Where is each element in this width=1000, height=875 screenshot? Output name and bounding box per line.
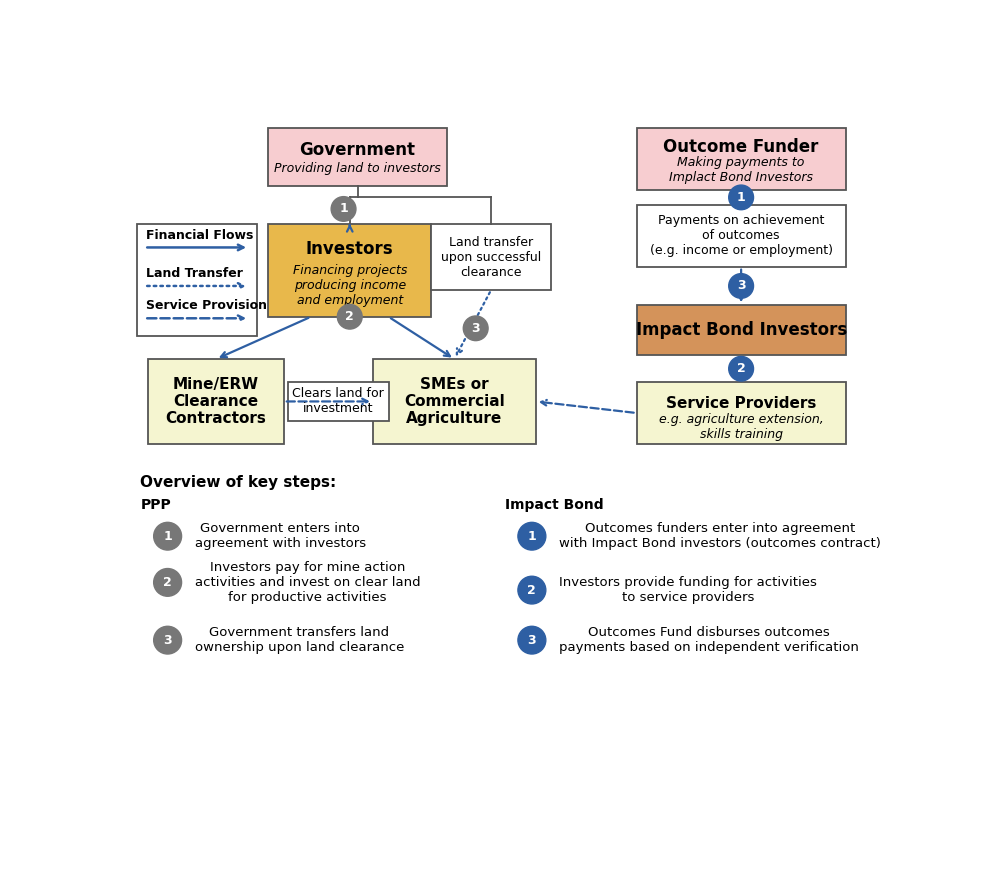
Text: Outcome Funder: Outcome Funder [663, 138, 819, 157]
Text: 3: 3 [528, 634, 536, 647]
Text: Financing projects
producing income
and employment: Financing projects producing income and … [293, 264, 407, 307]
Text: 3: 3 [471, 322, 480, 335]
Bar [637, 205, 846, 267]
Text: e.g. agriculture extension,
skills training: e.g. agriculture extension, skills train… [659, 413, 824, 441]
Text: 2: 2 [345, 311, 354, 323]
Text: Investors provide funding for activities
to service providers: Investors provide funding for activities… [559, 576, 817, 604]
Text: 3: 3 [163, 634, 172, 647]
Bar [288, 382, 388, 421]
Text: Land Transfer: Land Transfer [146, 267, 243, 280]
Text: 1: 1 [737, 191, 746, 204]
Text: Overview of key steps:: Overview of key steps: [140, 475, 337, 490]
Text: Making payments to
Implact Bond Investors: Making payments to Implact Bond Investor… [669, 157, 813, 185]
Bar [637, 305, 846, 355]
Bar [137, 224, 257, 336]
Text: Government transfers land
ownership upon land clearance: Government transfers land ownership upon… [195, 626, 404, 654]
Circle shape [729, 186, 754, 210]
Bar [268, 128, 447, 186]
Bar [148, 359, 284, 444]
Text: 1: 1 [163, 529, 172, 542]
Circle shape [154, 569, 182, 596]
Text: Government enters into
agreement with investors: Government enters into agreement with in… [195, 522, 366, 550]
Text: 3: 3 [737, 279, 745, 292]
Text: 2: 2 [528, 584, 536, 597]
Circle shape [518, 522, 546, 550]
Text: Outcomes Fund disburses outcomes
payments based on independent verification: Outcomes Fund disburses outcomes payment… [559, 626, 859, 654]
Text: Service Providers: Service Providers [666, 396, 816, 411]
Text: Investors pay for mine action
activities and invest on clear land
for productive: Investors pay for mine action activities… [195, 561, 420, 604]
Text: Financial Flows: Financial Flows [146, 228, 253, 242]
Text: Service Provision: Service Provision [146, 299, 267, 312]
Text: Government: Government [300, 141, 416, 158]
Bar [431, 224, 551, 290]
Bar [637, 128, 846, 190]
Circle shape [518, 577, 546, 604]
Circle shape [337, 304, 362, 329]
Text: Impact Bond: Impact Bond [505, 499, 603, 513]
Text: Impact Bond Investors: Impact Bond Investors [636, 321, 847, 340]
Text: Payments on achievement
of outcomes
(e.g. income or employment): Payments on achievement of outcomes (e.g… [650, 214, 833, 257]
Text: Land transfer
upon successful
clearance: Land transfer upon successful clearance [441, 235, 541, 278]
Bar [637, 382, 846, 444]
Circle shape [729, 356, 754, 381]
Text: Mine/ERW
Clearance
Contractors: Mine/ERW Clearance Contractors [166, 376, 266, 426]
Text: SMEs or
Commercial
Agriculture: SMEs or Commercial Agriculture [404, 376, 505, 426]
Circle shape [518, 626, 546, 654]
Circle shape [154, 626, 182, 654]
Text: PPP: PPP [140, 499, 171, 513]
Bar [268, 224, 431, 317]
Text: Clears land for
investment: Clears land for investment [292, 388, 384, 416]
Text: 1: 1 [339, 202, 348, 215]
Text: Providing land to investors: Providing land to investors [274, 162, 441, 175]
Text: 2: 2 [737, 362, 746, 375]
Text: Investors: Investors [306, 240, 394, 258]
Bar [373, 359, 536, 444]
Text: 1: 1 [528, 529, 536, 542]
Text: Outcomes funders enter into agreement
with Impact Bond investors (outcomes contr: Outcomes funders enter into agreement wi… [559, 522, 881, 550]
Circle shape [331, 197, 356, 221]
Text: 2: 2 [163, 576, 172, 589]
Circle shape [729, 274, 754, 298]
Circle shape [154, 522, 182, 550]
Circle shape [463, 316, 488, 340]
